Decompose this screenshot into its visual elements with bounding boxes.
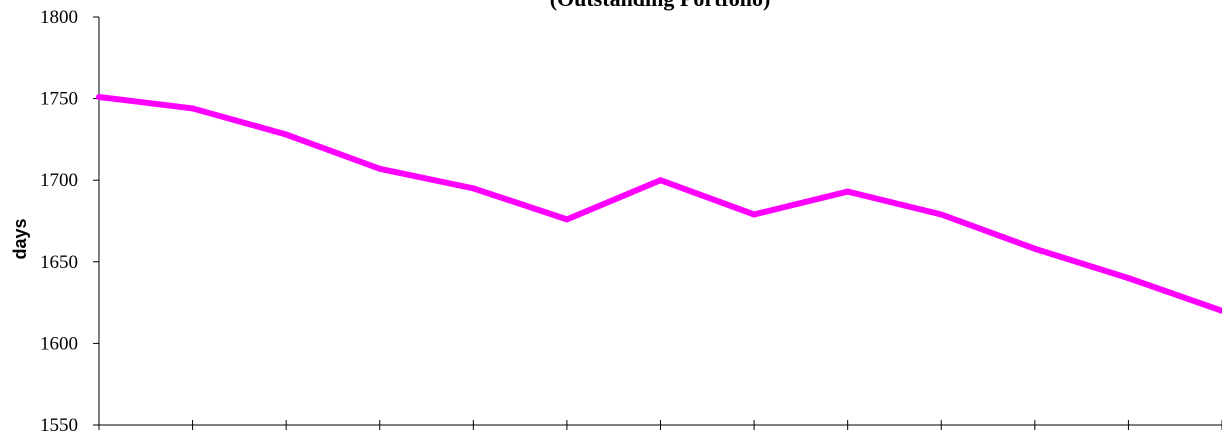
series-group — [96, 93, 1222, 314]
data-point — [96, 93, 102, 100]
data-point — [938, 211, 945, 218]
series-line — [98, 93, 1222, 314]
data-point — [283, 131, 290, 138]
chart-title: (Outstanding Portfolio) — [550, 0, 771, 11]
data-point — [1125, 275, 1132, 282]
y-tick-label: 1550 — [40, 415, 78, 436]
x-axis-ticks — [98, 420, 1222, 430]
data-point — [657, 177, 664, 184]
data-point — [844, 188, 851, 195]
data-point — [563, 216, 570, 223]
data-point — [376, 165, 383, 172]
y-tick-label: 1650 — [40, 252, 78, 273]
y-tick-label: 1800 — [40, 7, 78, 28]
data-point — [470, 185, 477, 192]
data-point — [1031, 245, 1038, 252]
y-tick-label: 1600 — [40, 333, 78, 354]
y-tick-label: 1700 — [40, 170, 78, 191]
data-point — [189, 105, 196, 112]
y-axis-ticks: 1550 1600 1650 1700 1750 1800 — [40, 7, 99, 436]
data-point — [1219, 307, 1222, 314]
y-tick-label: 1750 — [40, 89, 78, 110]
data-point — [751, 211, 758, 218]
y-axis-label: days — [10, 218, 30, 259]
